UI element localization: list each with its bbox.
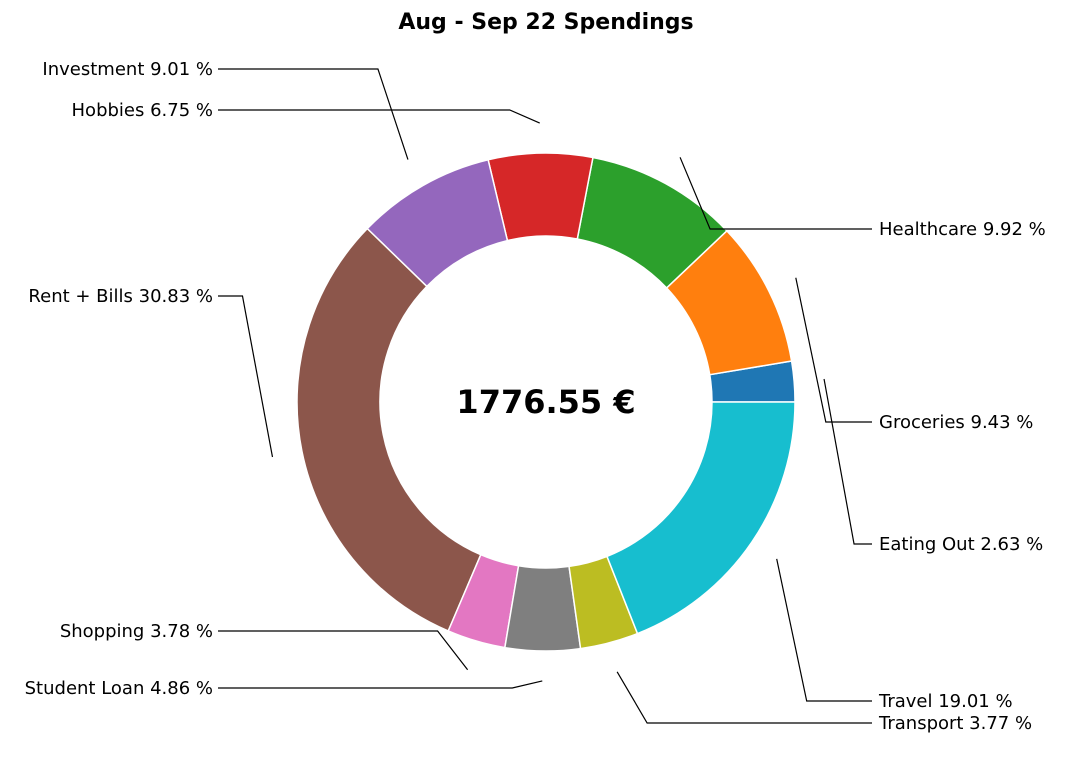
leader-line <box>218 680 543 689</box>
slice-label: Rent + Bills 30.83 % <box>28 286 213 307</box>
leader-line <box>616 671 872 724</box>
leader-lines <box>218 68 872 724</box>
leader-line <box>218 109 540 124</box>
leader-line <box>679 157 872 230</box>
slice-label: Hobbies 6.75 % <box>72 100 213 121</box>
leader-line <box>776 558 872 702</box>
slice-student-loan <box>503 564 582 652</box>
leader-line <box>218 68 409 160</box>
chart-title: Aug - Sep 22 Spendings <box>398 10 693 35</box>
slice-label: Groceries 9.43 % <box>879 412 1033 433</box>
total-amount-label: 1776.55 € <box>456 383 635 421</box>
slice-label: Shopping 3.78 % <box>60 621 213 642</box>
slice-label: Travel 19.01 % <box>878 691 1013 712</box>
slice-label: Student Loan 4.86 % <box>25 678 213 699</box>
leader-line <box>795 277 872 423</box>
slice-travel <box>606 401 796 635</box>
slice-rent-bills <box>296 227 482 632</box>
slice-labels: Eating Out 2.63 % Groceries 9.43 % Healthc… <box>25 59 1046 734</box>
slice-label: Eating Out 2.63 % <box>879 534 1043 555</box>
leader-line <box>823 378 872 545</box>
slice-label: Investment 9.01 % <box>42 59 213 80</box>
slice-label: Healthcare 9.92 % <box>879 219 1046 240</box>
slice-label: Transport 3.77 % <box>878 713 1032 734</box>
leader-line <box>218 295 274 458</box>
donut-slices <box>296 152 796 652</box>
leader-line <box>218 630 469 671</box>
